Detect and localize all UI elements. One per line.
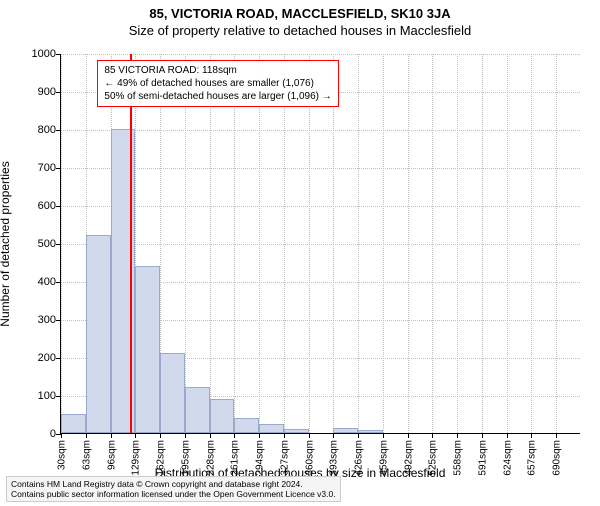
gridline-h <box>61 168 580 169</box>
gridline-v <box>358 54 359 433</box>
xtick-mark <box>160 433 161 438</box>
ytick-label: 600 <box>16 200 56 212</box>
footer-line-1: Contains HM Land Registry data © Crown c… <box>11 479 336 489</box>
histogram-bar <box>234 418 259 433</box>
xtick-mark <box>457 433 458 438</box>
xtick-mark <box>333 433 334 438</box>
histogram-bar <box>284 429 309 433</box>
ytick-label: 800 <box>16 124 56 136</box>
xtick-mark <box>432 433 433 438</box>
gridline-v <box>556 54 557 433</box>
xtick-mark <box>259 433 260 438</box>
gridline-v <box>432 54 433 433</box>
ytick-label: 900 <box>16 86 56 98</box>
xtick-mark <box>408 433 409 438</box>
gridline-v <box>61 54 62 433</box>
histogram-bar <box>333 428 358 433</box>
histogram-bar <box>160 353 185 433</box>
xtick-mark <box>61 433 62 438</box>
chart-title: Size of property relative to detached ho… <box>0 23 600 38</box>
gridline-v <box>259 54 260 433</box>
ytick-label: 400 <box>16 276 56 288</box>
histogram-bar <box>61 414 86 433</box>
ytick-label: 0 <box>16 428 56 440</box>
gridline-v <box>457 54 458 433</box>
xtick-mark <box>358 433 359 438</box>
histogram-bar <box>210 399 235 433</box>
xtick-mark <box>531 433 532 438</box>
gridline-v <box>531 54 532 433</box>
xtick-mark <box>309 433 310 438</box>
y-axis-label: Number of detached properties <box>0 161 12 326</box>
gridline-h <box>61 206 580 207</box>
gridline-h <box>61 244 580 245</box>
gridline-v <box>185 54 186 433</box>
xtick-mark <box>210 433 211 438</box>
attribution-footer: Contains HM Land Registry data © Crown c… <box>6 476 341 502</box>
gridline-v <box>383 54 384 433</box>
gridline-v <box>210 54 211 433</box>
ytick-label: 100 <box>16 390 56 402</box>
plot-area: 85 VICTORIA ROAD: 118sqm← 49% of detache… <box>60 54 580 434</box>
gridline-h <box>61 130 580 131</box>
xtick-mark <box>111 433 112 438</box>
annotation-line: ← 49% of detached houses are smaller (1,… <box>104 77 331 90</box>
ytick-label: 1000 <box>16 48 56 60</box>
xtick-mark <box>86 433 87 438</box>
ytick-label: 300 <box>16 314 56 326</box>
xtick-mark <box>507 433 508 438</box>
reference-line <box>130 54 132 433</box>
chart-supertitle: 85, VICTORIA ROAD, MACCLESFIELD, SK10 3J… <box>0 6 600 21</box>
gridline-v <box>482 54 483 433</box>
gridline-v <box>284 54 285 433</box>
xtick-mark <box>234 433 235 438</box>
chart-area: 85 VICTORIA ROAD: 118sqm← 49% of detache… <box>60 54 580 434</box>
ytick-label: 500 <box>16 238 56 250</box>
ytick-label: 200 <box>16 352 56 364</box>
gridline-v <box>309 54 310 433</box>
gridline-v <box>507 54 508 433</box>
gridline-h <box>61 54 580 55</box>
ytick-label: 700 <box>16 162 56 174</box>
xtick-mark <box>185 433 186 438</box>
histogram-bar <box>259 424 284 434</box>
annotation-line: 50% of semi-detached houses are larger (… <box>104 90 331 103</box>
gridline-v <box>408 54 409 433</box>
histogram-bar <box>86 235 111 433</box>
xtick-mark <box>383 433 384 438</box>
xtick-mark <box>482 433 483 438</box>
histogram-bar <box>185 387 210 433</box>
gridline-v <box>333 54 334 433</box>
histogram-bar <box>135 266 160 433</box>
footer-line-2: Contains public sector information licen… <box>11 489 336 499</box>
annotation-line: 85 VICTORIA ROAD: 118sqm <box>104 64 331 77</box>
histogram-bar <box>358 430 383 433</box>
annotation-box: 85 VICTORIA ROAD: 118sqm← 49% of detache… <box>97 60 338 107</box>
xtick-mark <box>135 433 136 438</box>
xtick-mark <box>284 433 285 438</box>
gridline-v <box>234 54 235 433</box>
xtick-mark <box>556 433 557 438</box>
